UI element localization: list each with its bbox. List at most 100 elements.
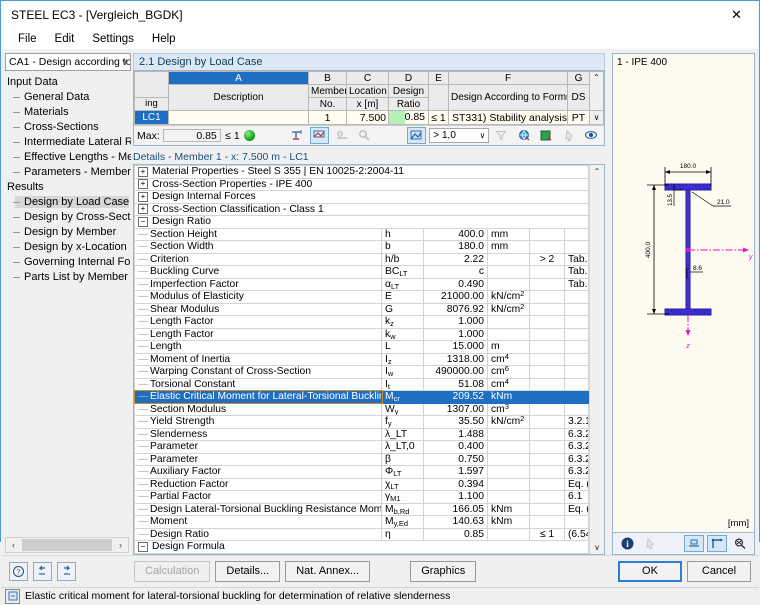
cancel-button[interactable]: Cancel — [687, 560, 751, 582]
globe-icon[interactable] — [515, 127, 534, 144]
sidebar-item-materials[interactable]: Materials — [5, 105, 131, 120]
col-letter-g[interactable]: G — [567, 71, 590, 85]
next-icon[interactable] — [57, 561, 76, 581]
tree-group-input-data[interactable]: Input Data — [5, 75, 131, 90]
details-button[interactable]: Details... — [215, 560, 281, 582]
sidebar-item-general-data[interactable]: General Data — [5, 90, 131, 105]
col-letter-a[interactable]: A — [168, 71, 309, 85]
details-row[interactable]: — Section Modulus Wy 1307.00 cm3 — [134, 402, 589, 416]
export-excel-icon[interactable] — [537, 127, 556, 144]
hand-pick-icon[interactable] — [640, 535, 660, 552]
expand-icon[interactable]: + — [138, 204, 148, 215]
col-letter-c[interactable]: C — [346, 71, 389, 85]
sidebar-item-design-by-load-case[interactable]: Design by Load Case — [5, 195, 131, 210]
details-vertical-scrollbar[interactable]: ⌃ ∨ — [589, 165, 604, 554]
details-row[interactable]: — Torsional Constant It 51.08 cm4 — [134, 377, 589, 391]
details-row[interactable]: — Section Height h 400.0 mm — [134, 227, 589, 241]
details-row[interactable]: — Elastic Critical Moment for Lateral-Tor… — [134, 389, 589, 404]
nat-annex-button[interactable]: Nat. Annex... — [285, 560, 371, 582]
col-letter-f[interactable]: F — [448, 71, 568, 85]
ok-button[interactable]: OK — [618, 560, 682, 582]
cell-location[interactable]: 7.500 — [346, 110, 389, 125]
filter-toggle-icon[interactable] — [407, 127, 427, 144]
result-magnifier-icon[interactable] — [355, 127, 374, 144]
sidebar-item-intermediate-lateral-restraints[interactable]: Intermediate Lateral Restraints — [5, 135, 131, 150]
tree-group-results[interactable]: Results — [5, 180, 131, 195]
calculation-button[interactable]: Calculation — [134, 560, 211, 582]
col-letter-e[interactable]: E — [428, 71, 449, 85]
details-group-row[interactable]: + Material Properties - Steel S 355 | EN … — [134, 165, 589, 179]
details-group-row[interactable]: + Cross-Section Properties - IPE 400 — [134, 177, 589, 191]
sidebar-item-governing-internal-forces[interactable]: Governing Internal Forces by M — [5, 255, 131, 270]
design-case-combo[interactable]: CA1 - Design according to Euro ∨ — [5, 53, 131, 71]
details-row[interactable]: — Length Factor kz 1.000 — [134, 315, 589, 329]
details-group-row[interactable]: + Cross-Section Classification - Class 1 — [134, 202, 589, 216]
scroll-down-icon[interactable]: ∨ — [594, 542, 600, 552]
scroll-right-icon[interactable]: › — [119, 539, 122, 550]
col-letter-d[interactable]: D — [388, 71, 429, 85]
collapse-icon[interactable]: − — [138, 216, 148, 227]
menu-item-file[interactable]: File — [18, 33, 37, 45]
expand-icon[interactable]: + — [138, 191, 148, 202]
info-icon[interactable]: i — [617, 535, 637, 552]
cross-section-viewport[interactable]: 1 - IPE 400 — [612, 53, 755, 533]
cell-member-no[interactable]: 1 — [308, 110, 347, 125]
sidebar-item-parts-list-by-member[interactable]: Parts List by Member — [5, 270, 131, 285]
filter-threshold-combo[interactable]: > 1,0 ∨ — [429, 128, 490, 143]
graphics-button[interactable]: Graphics — [410, 560, 477, 582]
scroll-left-icon[interactable]: ‹ — [12, 539, 15, 550]
sidebar-horizontal-scrollbar[interactable]: ‹ › — [5, 536, 129, 553]
funnel-icon[interactable] — [492, 127, 511, 144]
collapse-icon[interactable]: − — [138, 541, 148, 552]
help-icon[interactable]: ? — [9, 561, 28, 581]
details-row[interactable]: — Modulus of Elasticity E 21000.00 kN/cm2 — [134, 290, 589, 304]
details-row[interactable]: — Moment My,Ed 140.63 kNm — [134, 515, 589, 529]
expand-icon[interactable]: + — [138, 166, 148, 177]
col-letter-b[interactable]: B — [308, 71, 347, 85]
details-row[interactable]: — Partial Factor γM1 1.100 6.1 — [134, 490, 589, 504]
close-icon[interactable]: ✕ — [731, 6, 742, 22]
details-group-row[interactable]: + Design Internal Forces — [134, 190, 589, 204]
details-row[interactable]: — Shear Modulus G 8076.92 kN/cm2 — [134, 302, 589, 316]
details-row[interactable]: — Section Width b 180.0 mm — [134, 240, 589, 254]
details-row[interactable]: — Warping Constant of Cross-Section Iw 4900… — [134, 365, 589, 379]
details-group-row[interactable]: − Design Formula — [134, 540, 589, 554]
result-sections-icon[interactable] — [332, 127, 351, 144]
cell-description[interactable] — [168, 110, 309, 125]
sidebar-item-design-by-member[interactable]: Design by Member — [5, 225, 131, 240]
sidebar-item-cross-sections[interactable]: Cross-Sections — [5, 120, 131, 135]
cell-loading[interactable]: LC1 — [134, 110, 169, 125]
sidebar-item-effective-lengths-members[interactable]: Effective Lengths - Members — [5, 150, 131, 165]
details-group-row[interactable]: − Design Ratio — [134, 215, 589, 229]
table-row[interactable]: LC1 1 7.500 0.85 ≤ 1 ST331) Stability an… — [134, 110, 604, 125]
grid-scroll-down-icon[interactable]: ∨ — [589, 110, 604, 125]
cell-design-ratio[interactable]: 0.85 — [388, 110, 429, 125]
cell-ds[interactable]: PT — [567, 110, 590, 125]
show-dimensions-icon[interactable] — [684, 534, 704, 552]
details-row[interactable]: — Length L 15.000 m — [134, 340, 589, 354]
previous-icon[interactable] — [33, 561, 52, 581]
menu-item-help[interactable]: Help — [151, 33, 176, 45]
menu-item-edit[interactable]: Edit — [54, 33, 75, 45]
expand-icon[interactable]: + — [138, 179, 148, 190]
details-row[interactable]: — Moment of Inertia Iz 1318.00 cm4 — [134, 352, 589, 366]
result-diagram-icon[interactable] — [310, 127, 330, 144]
scroll-up-icon[interactable]: ⌃ — [593, 167, 601, 176]
zoom-reset-icon[interactable] — [730, 535, 750, 552]
show-axes-icon[interactable] — [707, 534, 727, 552]
details-row[interactable]: — Design Lateral-Torsional Buckling Resis… — [134, 502, 589, 516]
result-values-icon[interactable] — [288, 127, 307, 144]
sidebar-item-design-by-x-location[interactable]: Design by x-Location — [5, 240, 131, 255]
sidebar-item-parameters-members[interactable]: Parameters - Members — [5, 165, 131, 180]
sidebar-item-design-by-cross-section[interactable]: Design by Cross-Section — [5, 210, 131, 225]
